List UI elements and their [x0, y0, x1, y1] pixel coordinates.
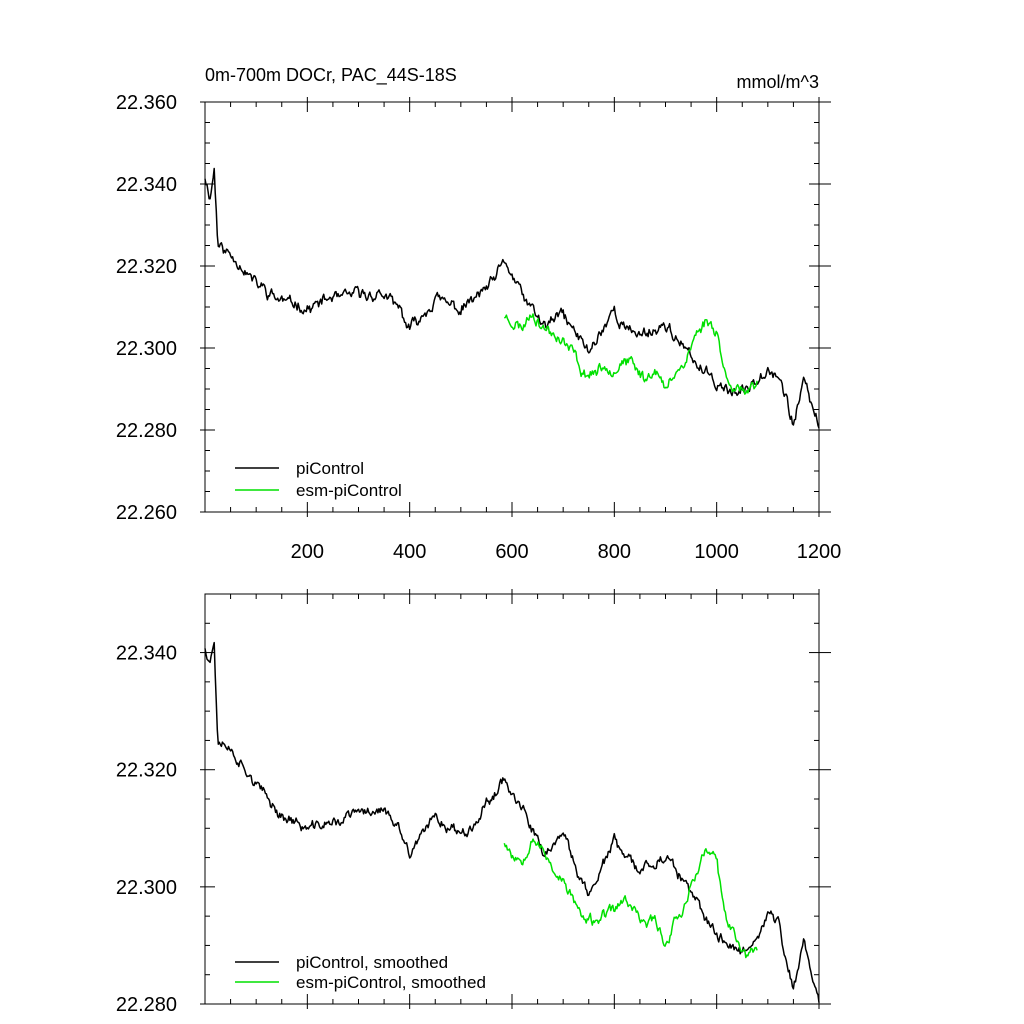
x-tick-label: 800	[598, 541, 631, 563]
y-tick-label: 22.340	[116, 174, 177, 196]
legend-label-esm-picontrol-smoothed: esm-piControl, smoothed	[296, 973, 486, 992]
y-tick-label: 22.300	[116, 338, 177, 360]
y-tick-label: 22.300	[116, 877, 177, 899]
series-line-picontrol-smoothed	[204, 641, 820, 1003]
y-tick-label: 22.340	[116, 643, 177, 665]
y-tick-label: 22.320	[116, 760, 177, 782]
x-tick-label: 1000	[694, 541, 739, 563]
y-tick-label: 22.360	[116, 92, 177, 114]
x-tick-label: 1200	[797, 541, 842, 563]
chart-title: 0m-700m DOCr, PAC_44S-18S	[205, 65, 457, 86]
legend-label-picontrol: piControl	[296, 459, 364, 478]
series-line-picontrol	[204, 167, 820, 429]
y-tick-label: 22.320	[116, 256, 177, 278]
x-tick-label: 600	[495, 541, 528, 563]
x-tick-label: 400	[393, 541, 426, 563]
y-tick-label: 22.280	[116, 994, 177, 1016]
legend-label-picontrol-smoothed: piControl, smoothed	[296, 953, 448, 972]
top-panel: 0m-700m DOCr, PAC_44S-18S mmol/m^3 200 40…	[116, 65, 841, 563]
legend: piControl esm-piControl	[235, 459, 402, 500]
y-tick-label: 22.260	[116, 502, 177, 524]
bottom-panel: 22.280 22.300 22.320 22.340 piControl, smoo…	[116, 589, 831, 1016]
x-tick-label: 200	[291, 541, 324, 563]
legend-smoothed: piControl, smoothed esm-piControl, smoot…	[235, 953, 486, 992]
legend-label-esm-picontrol: esm-piControl	[296, 481, 402, 500]
series-line-esm-picontrol	[503, 313, 758, 395]
plot-frame-smoothed	[204, 593, 820, 1005]
units-label: mmol/m^3	[737, 72, 819, 92]
series-line-esm-picontrol-smoothed	[503, 838, 758, 959]
y-tick-label: 22.280	[116, 420, 177, 442]
